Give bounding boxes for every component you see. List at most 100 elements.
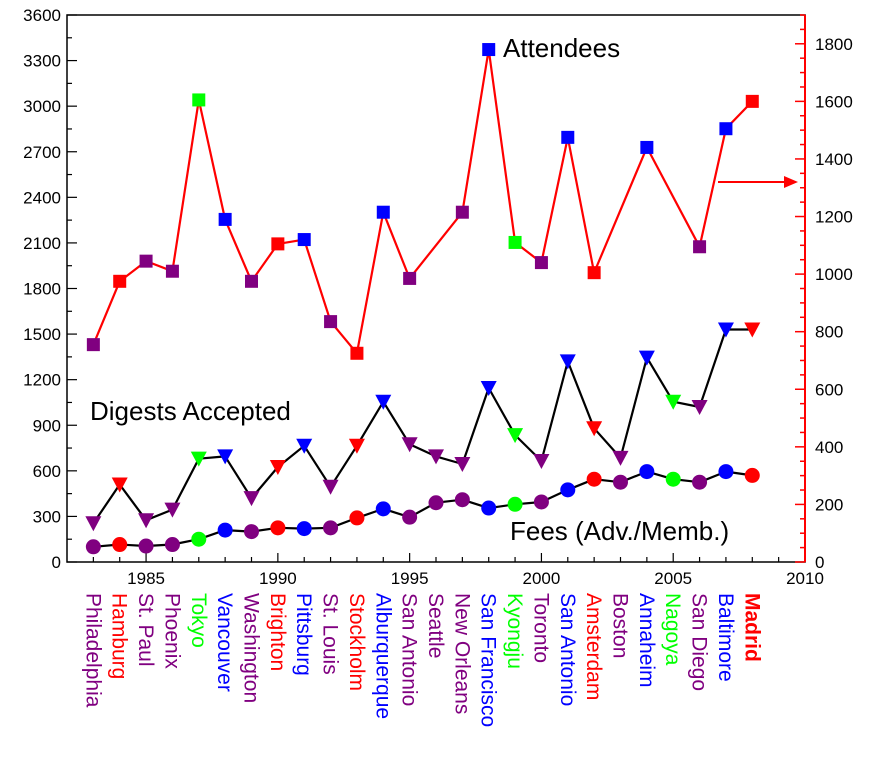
attendees-point [587,266,601,280]
city-label: New Orleans [450,593,473,714]
city-label: Hamburg [108,593,131,679]
city-label: Phoenix [160,593,183,669]
fees-point [639,464,655,480]
fees-point [718,464,734,480]
digests-point [375,394,392,410]
city-label: Seattle [424,593,447,658]
y-right-tick-label: 0 [815,553,824,572]
x-tick-label: 2010 [786,569,824,588]
city-label: Baltimore [714,593,737,682]
right-axis-arrow [718,176,798,188]
digests-point [428,449,444,465]
city-label: St. Paul [134,593,157,667]
y-left-tick-label: 1800 [23,280,61,299]
left-y-axis: 0 300 600 900 1200 1500 1800 2100 2400 2700 3000 33… [23,6,77,572]
digests-point [348,438,365,454]
attendees-point [403,271,417,285]
city-label: Vancouver [213,593,236,692]
y-left-tick-label: 2400 [23,188,61,207]
digests-point [638,350,655,366]
city-label: Stockholm [345,593,368,691]
digests-point [665,394,682,410]
fees-point [244,524,259,540]
fees-point [692,474,708,490]
city-labels: Philadelphia Hamburg St. Paul Phoenix Tokyo V… [81,593,763,727]
attendees-point [271,237,285,251]
y-right-tick-label: 400 [815,438,843,457]
city-label: Washington [240,593,263,703]
attendees-point [245,274,258,288]
digests-point [401,437,418,453]
attendees-point [640,140,654,154]
fees-point [375,501,391,517]
fees-point [744,467,760,483]
right-y-axis: 0 200 400 600 800 1000 1200 1400 1600 1800 [795,14,853,572]
y-right-tick-label: 1200 [815,208,853,227]
series-line-0 [92,48,754,355]
y-left-tick-label: 3300 [23,52,61,71]
y-left-tick-label: 1200 [23,371,61,390]
city-label: San Antonio [556,593,579,706]
fees-point [428,495,444,511]
attendees-point [482,43,496,57]
y-left-tick-label: 3000 [23,97,61,116]
city-label: Madrid [740,593,763,662]
digests-point [691,400,708,416]
digests-point [744,322,761,338]
fees-point [217,522,233,538]
attendees-point [376,205,390,219]
attendees-point [165,264,179,278]
digests-point [138,513,155,529]
y-left-tick-label: 2700 [23,143,61,162]
digests-point [296,438,313,454]
fees-point [296,521,312,537]
attendees-point [534,256,548,270]
city-label: Brighton [266,593,289,671]
series-line-1 [92,328,753,524]
x-axis-ticks: 1985 1990 1995 2000 2005 2010 [92,553,824,588]
x-tick-label: 1985 [127,569,165,588]
y-left-tick-label: 2100 [23,234,61,253]
fees-point [164,537,180,553]
digests-point [480,381,497,397]
fees-point [112,537,128,553]
attendees-point [86,338,100,352]
city-label: Boston [609,593,632,658]
city-label: Toronto [529,593,552,663]
digests-point [111,477,128,493]
y-left-tick-label: 1500 [23,325,61,344]
attendees-point [297,233,311,247]
x-tick-label: 2005 [654,569,692,588]
x-tick-label: 1990 [259,569,297,588]
attendees-point [745,94,759,108]
digests-point [164,502,181,518]
digests-point [190,451,207,467]
attendees-point [139,254,153,268]
digests-series-label: Digests Accepted [90,396,291,426]
digests-point [559,354,576,370]
city-label: Philadelphia [81,593,104,708]
y-left-tick-label: 300 [33,507,61,526]
fees-point [560,482,576,498]
attendees-point [508,235,522,249]
y-left-tick-label: 0 [52,553,61,572]
y-right-tick-label: 800 [815,323,843,342]
digests-point [269,460,286,476]
city-label: Nagoya [661,593,684,666]
fees-point [481,500,497,516]
y-left-tick-label: 600 [33,462,61,481]
city-label: Tokyo [187,593,210,648]
city-label: San Antonio [398,593,421,706]
attendees-point [113,274,127,288]
fees-point [507,496,523,512]
series-markers [85,43,761,555]
attendees-point [693,240,707,254]
fees-series-label: Fees (Adv./Memb.) [510,516,729,546]
fees-point [613,474,628,490]
city-label: Annaheim [635,593,658,688]
attendees-point [192,93,206,107]
digests-point [586,421,603,437]
attendees-point [324,315,338,329]
